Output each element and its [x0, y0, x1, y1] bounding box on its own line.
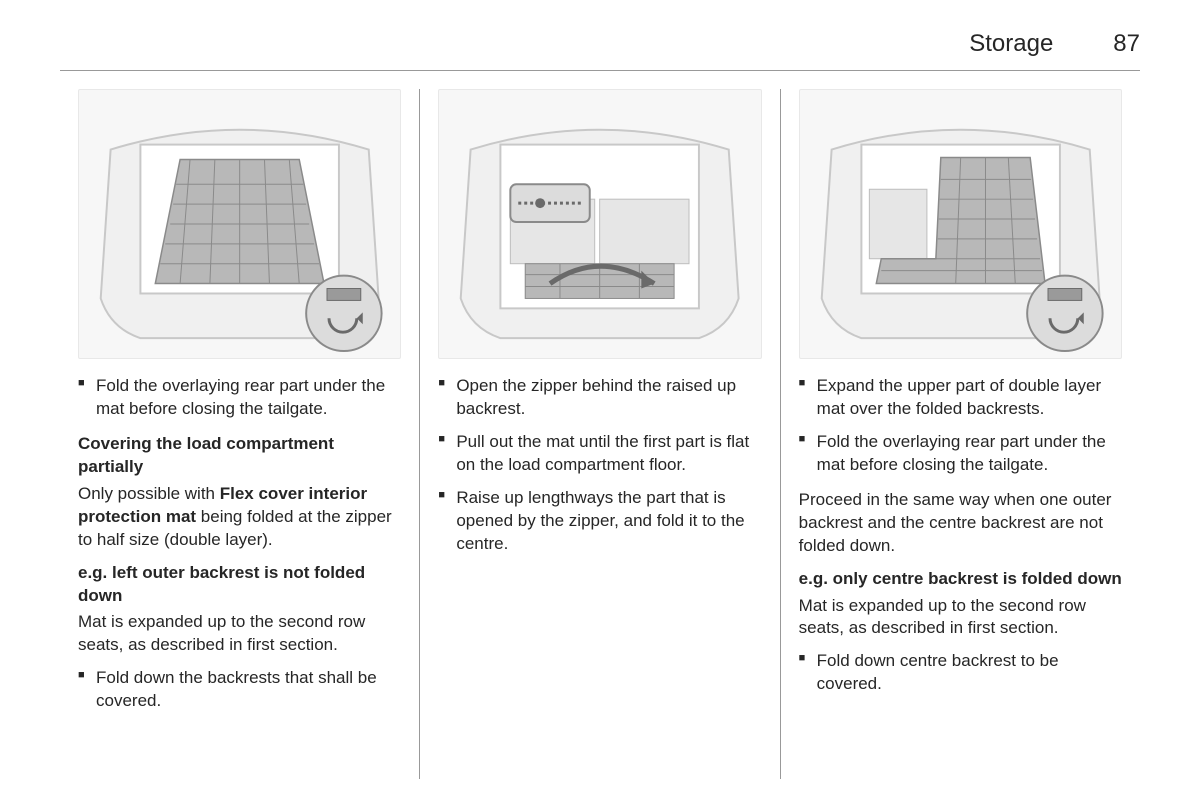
subheading: Covering the load compartment partially	[78, 433, 401, 479]
paragraph: Mat is expanded up to the second row sea…	[78, 611, 401, 657]
bullet-list: Fold the overlaying rear part under the …	[78, 375, 401, 421]
paragraph: Mat is expanded up to the second row sea…	[799, 595, 1122, 641]
column-3: Expand the upper part of double layer ma…	[780, 89, 1140, 779]
column-1: Fold the overlaying rear part under the …	[60, 89, 419, 779]
bullet-list: Open the zipper behind the raised up bac…	[438, 375, 761, 556]
subheading: e.g. only centre backrest is folded down	[799, 568, 1122, 591]
figure-mat-full-expand	[78, 89, 401, 359]
list-item: Raise up lengthways the part that is ope…	[438, 487, 761, 556]
content-columns: Fold the overlaying rear part under the …	[60, 89, 1140, 779]
figure-zipper-fold	[438, 89, 761, 359]
list-item: Fold down centre backrest to be covered.	[799, 650, 1122, 696]
section-title: Storage	[969, 30, 1053, 58]
list-item: Fold the overlaying rear part under the …	[799, 431, 1122, 477]
list-item: Expand the upper part of double layer ma…	[799, 375, 1122, 421]
paragraph: Only possible with Flex cover interior p…	[78, 483, 401, 552]
column-2: Open the zipper behind the raised up bac…	[419, 89, 779, 779]
paragraph: Proceed in the same way when one outer b…	[799, 489, 1122, 558]
text-run: Only possible with	[78, 484, 220, 503]
subheading: e.g. left outer backrest is not folded d…	[78, 562, 401, 608]
figure-mat-partial-expand	[799, 89, 1122, 359]
bullet-list: Expand the upper part of double layer ma…	[799, 375, 1122, 477]
list-item: Pull out the mat until the first part is…	[438, 431, 761, 477]
list-item: Fold down the backrests that shall be co…	[78, 667, 401, 713]
page-header: Storage 87	[60, 30, 1140, 71]
page-number: 87	[1113, 30, 1140, 58]
bullet-list: Fold down centre backrest to be covered.	[799, 650, 1122, 696]
bullet-list: Fold down the backrests that shall be co…	[78, 667, 401, 713]
list-item: Fold the overlaying rear part under the …	[78, 375, 401, 421]
list-item: Open the zipper behind the raised up bac…	[438, 375, 761, 421]
